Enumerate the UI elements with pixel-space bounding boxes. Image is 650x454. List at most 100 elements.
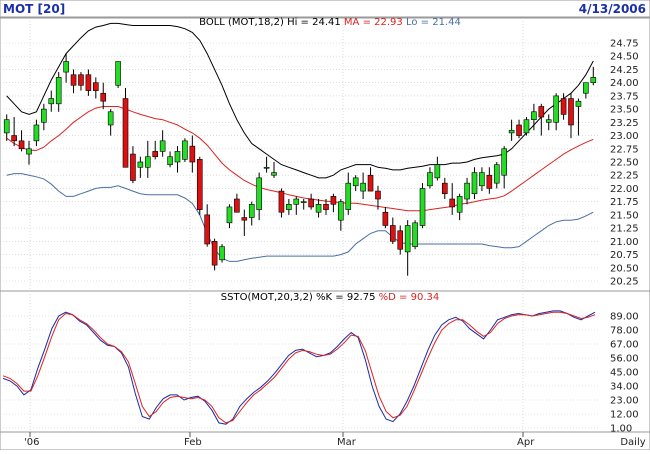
header-bar	[0, 0, 650, 18]
candle-body	[560, 98, 567, 115]
candle-body	[189, 145, 196, 163]
candle-body	[575, 100, 582, 107]
candle-body	[271, 172, 277, 176]
date-label: 4/13/2006	[579, 2, 646, 16]
candle-body	[419, 188, 426, 226]
candle-body	[55, 77, 62, 105]
candle-body	[308, 198, 314, 208]
candle-body	[196, 159, 203, 210]
candle-body	[449, 198, 456, 208]
price-tick-label: 22.25	[610, 171, 639, 182]
stoch-tick-label: 89.00	[610, 312, 639, 323]
candle-body	[85, 74, 92, 91]
price-tick-label: 22.50	[610, 158, 639, 169]
x-period-label: Daily	[620, 437, 645, 448]
price-tick-label: 22.75	[610, 144, 639, 155]
candle-body	[226, 206, 233, 224]
candle-body	[352, 177, 359, 187]
price-tick-label: 24.25	[610, 65, 639, 76]
boll-lo: Lo = 21.44	[406, 17, 461, 28]
boll-middle-band-line	[6, 106, 594, 212]
candle-body	[248, 204, 255, 218]
boll-name: BOLL (MOT,18,2)	[199, 17, 284, 28]
candle-body	[63, 61, 69, 73]
candle-body	[434, 164, 441, 179]
candle-body	[234, 198, 240, 213]
boll-upper-band-line	[6, 22, 594, 179]
stoch-d-line	[2, 311, 596, 424]
candle-body	[345, 182, 352, 210]
candle-body	[315, 204, 322, 213]
price-tick-label: 23.25	[610, 118, 639, 129]
candle-body	[18, 140, 25, 150]
price-y-axis: 24.75 24.50 24.25 24.00 23.75 23.50 23.25 23.00…	[610, 39, 639, 288]
candle-body	[427, 172, 433, 187]
candle-body	[412, 222, 418, 247]
candle-body	[397, 230, 404, 250]
x-axis: '06 Feb Mar Apr Daily	[24, 432, 646, 448]
candle-body	[48, 98, 55, 105]
candle-body	[122, 98, 129, 168]
ticker-label: MOT [20]	[3, 2, 65, 16]
candle-body	[501, 148, 507, 176]
price-plot	[3, 22, 597, 276]
candle-body	[404, 225, 411, 253]
candle-body	[152, 151, 159, 158]
price-tick-label: 21.25	[610, 224, 639, 235]
candle-body	[531, 111, 537, 120]
candle-body	[330, 196, 337, 205]
candle-body	[553, 95, 559, 123]
candle-body	[286, 204, 292, 210]
price-tick-label: 23.00	[610, 131, 639, 142]
price-tick-label: 22.00	[610, 184, 639, 195]
candle-body	[182, 140, 188, 160]
stoch-tick-label: 1.00	[610, 424, 632, 435]
candle-body	[300, 201, 307, 203]
price-tick-label: 20.75	[610, 250, 639, 261]
candle-body	[26, 148, 32, 155]
candle-body	[263, 166, 270, 169]
ssto-name: SSTO(MOT,20,3,2)	[221, 292, 313, 303]
x-tick-label: Mar	[337, 437, 357, 448]
price-tick-label: 24.50	[610, 52, 639, 63]
candle-body	[174, 151, 181, 163]
stoch-tick-label: 45.00	[610, 368, 639, 379]
price-grid	[0, 18, 600, 291]
boll-ma: MA = 22.93	[344, 17, 403, 28]
candle-body	[70, 74, 77, 86]
date-axis-bar	[0, 431, 650, 451]
candle-body	[159, 140, 166, 152]
candle-body	[3, 119, 10, 134]
price-tick-label: 21.75	[610, 197, 639, 208]
candle-body	[456, 196, 463, 213]
candle-body	[538, 106, 545, 118]
price-tick-label: 21.50	[610, 210, 639, 221]
boll-hi: Hi = 24.41	[287, 17, 341, 28]
candle-body	[241, 217, 248, 221]
price-tick-label: 21.00	[610, 237, 639, 248]
x-tick-label: Apr	[517, 437, 535, 448]
price-panel	[0, 17, 650, 292]
candle-body	[493, 164, 500, 184]
stoch-tick-label: 67.00	[610, 340, 639, 351]
candle-body	[78, 74, 84, 86]
candle-body	[523, 119, 530, 134]
stoch-tick-label: 12.00	[610, 410, 639, 421]
candle-body	[33, 124, 40, 142]
candle-body	[390, 225, 396, 242]
candle-body	[293, 198, 300, 205]
candle-body	[508, 129, 515, 134]
candle-body	[516, 124, 522, 136]
stoch-grid	[0, 291, 600, 432]
candle-body	[382, 211, 389, 226]
price-tick-label: 23.75	[610, 91, 639, 102]
stoch-tick-label: 34.00	[610, 382, 639, 393]
x-tick-label: '06	[24, 437, 39, 448]
candle-body	[278, 190, 285, 213]
ssto-legend: SSTO(MOT,20,3,2) %K = 92.75 %D = 90.34	[221, 292, 439, 303]
candle-body	[545, 119, 552, 123]
stoch-y-axis: 89.00 78.00 67.00 56.00 45.00 34.00 23.00 12.00…	[610, 312, 639, 435]
stoch-plot	[2, 310, 596, 425]
